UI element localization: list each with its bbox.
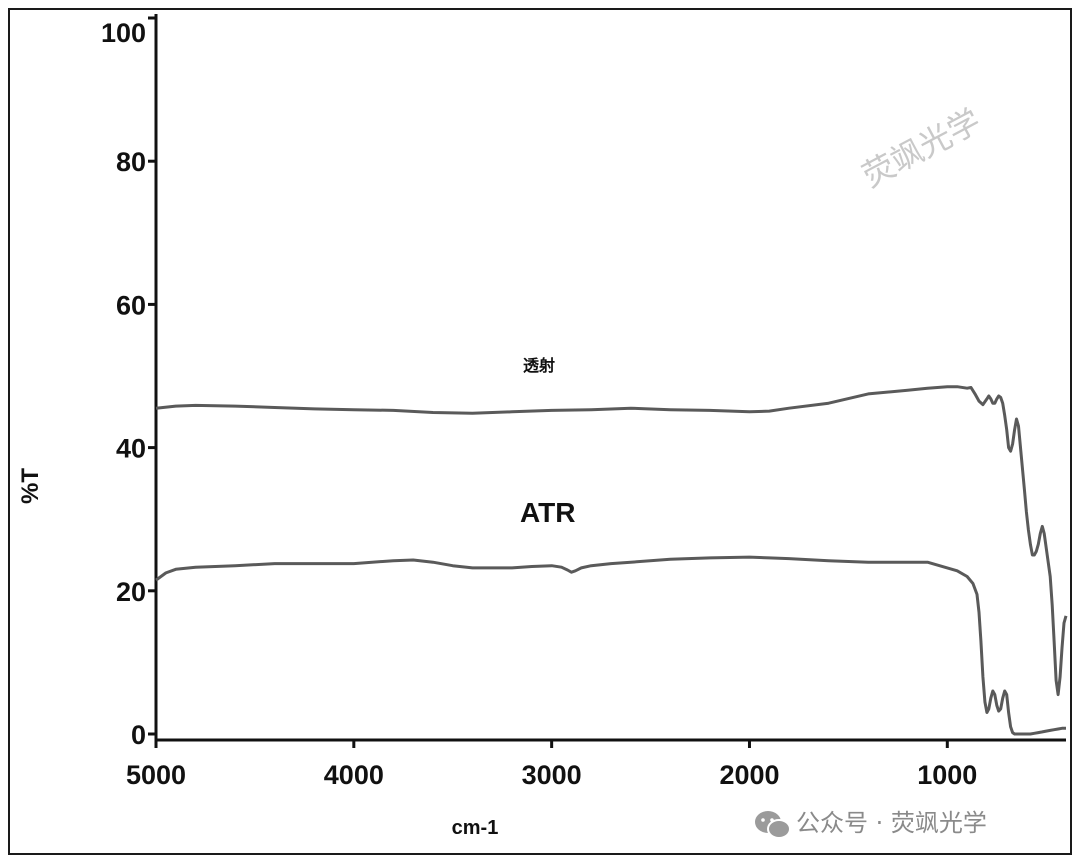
x-tick-label: 1000 [917,760,977,790]
y-axis-title: %T [17,468,44,504]
x-tick-label: 2000 [719,760,779,790]
y-tick-label: 0 [131,720,146,750]
x-tick-label: 4000 [324,760,384,790]
series-layer [155,385,1068,736]
annotation-transmission: 透射 [523,356,555,375]
watermark-footer: 公众号 · 荧飒光学 [796,809,987,837]
y-tick-label: 40 [116,434,146,464]
series-line-atr [155,555,1066,736]
chart-frame [8,8,1072,855]
x-ticks: 5000 4000 3000 2000 1000 [126,740,977,790]
x-tick-label: 5000 [126,760,186,790]
watermark-diagonal: 荧飒光学 [856,101,987,195]
y-tick-label: 60 [116,290,146,320]
y-tick-label: 100 [101,18,146,48]
y-tick-label: 80 [116,147,146,177]
x-tick-label: 3000 [522,760,582,790]
x-axis-title: cm-1 [452,817,499,839]
axes [154,14,1066,742]
series-line-transmission [155,385,1068,697]
y-tick-label: 20 [116,577,146,607]
annotation-atr: ATR [520,497,575,528]
wechat-icon [755,811,791,839]
y-ticks: 0 20 40 60 80 100 [101,16,156,750]
